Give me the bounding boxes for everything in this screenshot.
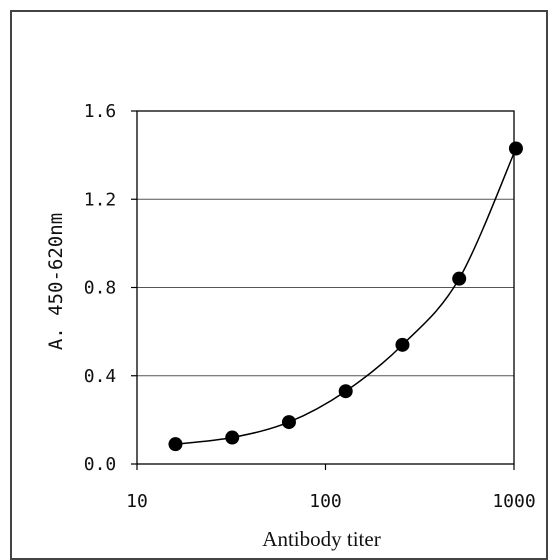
- data-point: [395, 337, 410, 352]
- data-point: [338, 384, 353, 399]
- data-point: [508, 141, 523, 156]
- x-axis-ticks: 10 100 1000: [126, 464, 536, 512]
- y-tick-label: 1.6: [84, 101, 117, 122]
- data-point: [281, 415, 296, 430]
- series-markers: [168, 141, 523, 452]
- x-tick-label: 10: [126, 491, 148, 512]
- data-point: [452, 271, 467, 286]
- data-point: [225, 430, 240, 445]
- y-tick-label: 0.8: [84, 278, 117, 299]
- series-line: [175, 148, 517, 445]
- y-tick-label: 1.2: [84, 189, 117, 210]
- y-axis-ticks: 0.0 0.4 0.8 1.2 1.6: [84, 101, 137, 475]
- y-tick-label: 0.0: [84, 454, 117, 475]
- x-tick-label: 100: [309, 491, 342, 512]
- y-axis-title: A. 450-620nm: [45, 213, 67, 350]
- y-tick-label: 0.4: [84, 366, 117, 387]
- x-tick-label: 1000: [492, 491, 535, 512]
- gridlines: [137, 198, 514, 377]
- data-point: [168, 437, 183, 452]
- x-axis-title: Antibody titer: [262, 527, 380, 551]
